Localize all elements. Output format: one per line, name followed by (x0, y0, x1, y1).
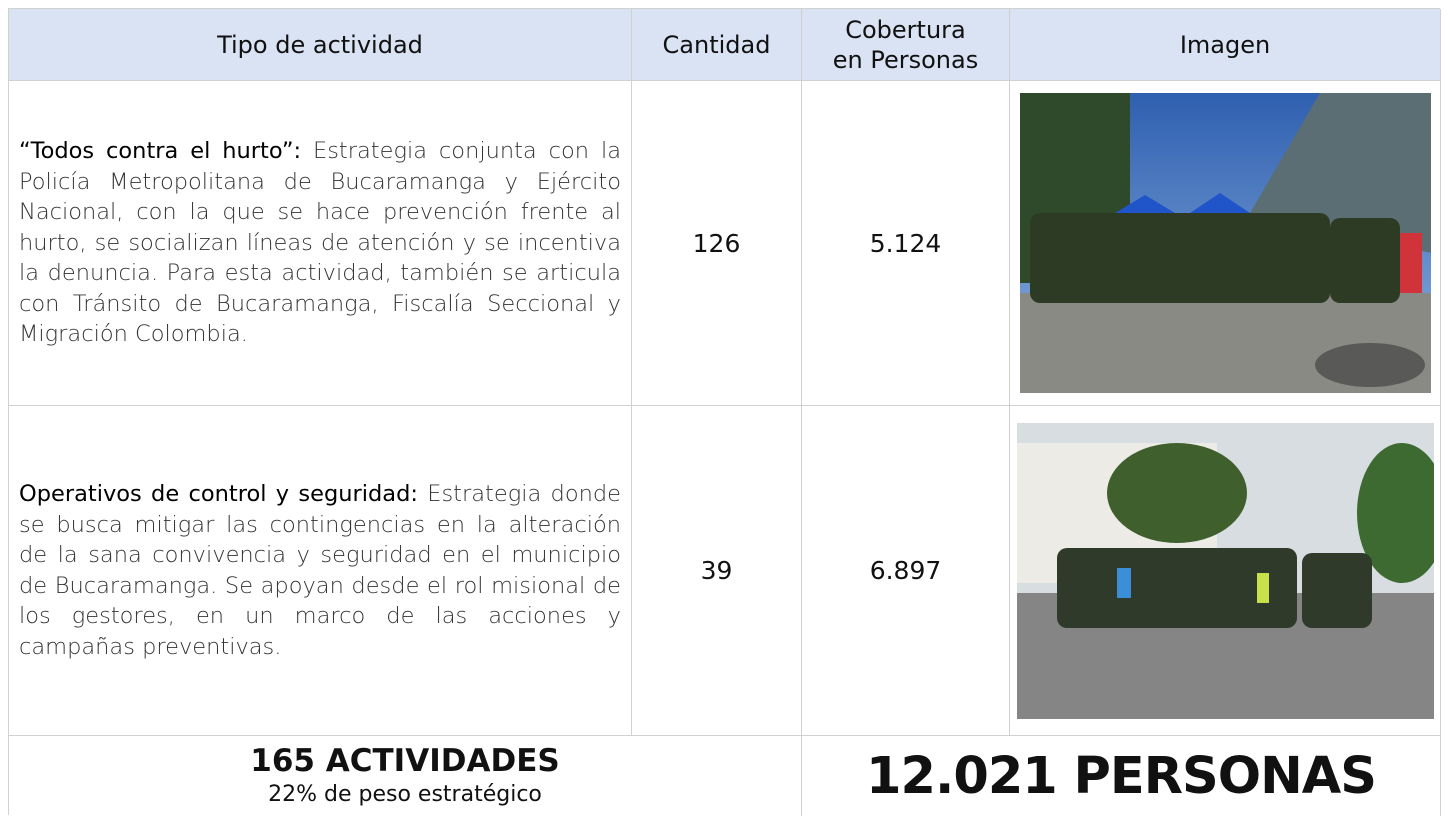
quantity: 126 (632, 81, 802, 406)
photo (1017, 423, 1434, 719)
activity-title: “Todos contra el hurto”: (19, 138, 301, 164)
header-cell: Cantidad (632, 9, 802, 81)
quantity: 39 (632, 406, 802, 736)
header-cell: Imagen (1010, 9, 1441, 81)
image-cell (1010, 406, 1441, 736)
total-people: 12.021 PERSONAS (866, 747, 1376, 806)
footer-activities: 165 ACTIVIDADES 22% de peso estratégico (9, 736, 802, 816)
footer-people: 12.021 PERSONAS (802, 736, 1441, 816)
coverage: 5.124 (802, 81, 1010, 406)
photo (1020, 93, 1431, 393)
strategic-weight: 22% de peso estratégico (268, 780, 542, 810)
description: Operativos de control y seguridad: Estra… (9, 406, 632, 736)
coverage: 6.897 (802, 406, 1010, 736)
image-cell (1010, 81, 1441, 406)
activity-text: Estrategia conjunta con la Policía Metro… (19, 138, 621, 347)
description: “Todos contra el hurto”: Estrategia conj… (9, 81, 632, 406)
activity-text: Estrategia donde se busca mitigar las co… (19, 481, 621, 660)
page: {"table": { "headers": ["Tipo de activid… (0, 0, 1448, 815)
header-cell: Cobertura en Personas (802, 9, 1010, 81)
table: Tipo de actividad Cantidad Cobertura en … (8, 8, 1440, 815)
activity-title: Operativos de control y seguridad: (19, 481, 418, 507)
total-activities: 165 ACTIVIDADES (250, 742, 559, 780)
header-cell: Tipo de actividad (9, 9, 632, 81)
